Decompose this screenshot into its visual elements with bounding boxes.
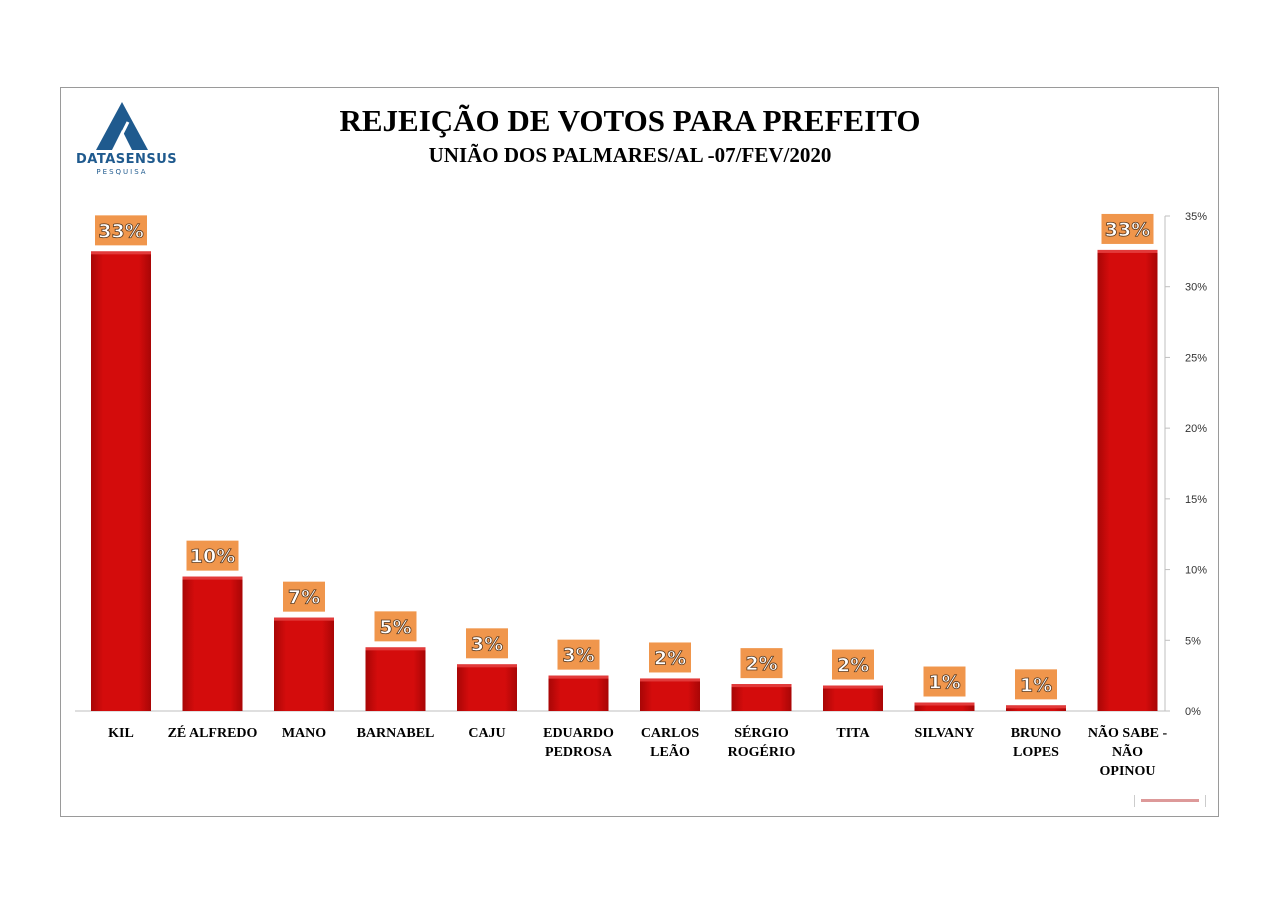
bar (914, 702, 975, 711)
bar-top-highlight (182, 576, 243, 580)
category-label: PEDROSA (545, 745, 613, 760)
y-tick-label: 25% (1185, 352, 1207, 364)
bar-top-highlight (640, 678, 700, 682)
bar-top-highlight (365, 647, 426, 651)
bar (1097, 249, 1158, 711)
data-label-box (186, 540, 239, 571)
data-label: 3% (471, 633, 503, 655)
bar-top-highlight (274, 617, 334, 621)
data-label: 2% (745, 653, 777, 675)
y-tick-label: 5% (1185, 635, 1201, 647)
data-label-box (1015, 669, 1057, 700)
category-label: SÉRGIO (734, 724, 789, 741)
data-label-box (740, 648, 783, 679)
category-label: BARNABEL (357, 726, 435, 741)
bar (548, 675, 609, 711)
category-label: TITA (836, 726, 870, 741)
bar-top-highlight (457, 664, 517, 668)
bar (91, 251, 151, 711)
bar (731, 684, 792, 711)
chart-subtitle: UNIÃO DOS PALMARES/AL -07/FEV/2020 (428, 143, 832, 167)
data-label-box (466, 628, 508, 659)
category-label: SILVANY (915, 726, 975, 741)
y-tick-label: 30% (1185, 282, 1207, 294)
category-label: CARLOS (641, 726, 700, 741)
data-label: 1% (1020, 674, 1052, 696)
data-label: 1% (928, 672, 960, 694)
bar (640, 678, 700, 711)
category-label: ROGÉRIO (728, 743, 796, 760)
data-label-box (649, 642, 691, 673)
bar-top-highlight (823, 685, 883, 689)
bar (274, 617, 334, 711)
category-label: LOPES (1013, 745, 1059, 760)
data-label: 33% (98, 220, 143, 242)
category-label: ZÉ ALFREDO (168, 724, 258, 741)
chart-title: REJEIÇÃO DE VOTOS PARA PREFEITO (339, 103, 921, 138)
bar-top-highlight (548, 675, 609, 679)
category-label: CAJU (468, 726, 505, 741)
logo-triangle-icon (96, 102, 148, 151)
bar-top-highlight (1097, 249, 1158, 253)
data-label-box (832, 649, 874, 680)
logo-tagline: PESQUISA (96, 168, 148, 176)
consultancy-watermark (1134, 795, 1206, 807)
bar (182, 576, 243, 711)
data-label-box (1101, 213, 1154, 244)
category-label: OPINOU (1100, 764, 1156, 779)
category-label: EDUARDO (543, 726, 614, 741)
y-tick-label: 0% (1185, 706, 1201, 718)
bar-top-highlight (731, 684, 792, 688)
bar (823, 685, 883, 711)
bar-top-highlight (91, 251, 151, 255)
category-label: KIL (108, 726, 134, 741)
data-label: 10% (190, 546, 235, 568)
category-label: NÃO (1112, 742, 1143, 760)
category-label: LEÃO (650, 742, 690, 760)
data-label: 5% (379, 616, 411, 638)
data-label: 2% (837, 655, 869, 677)
bar (365, 647, 426, 711)
data-label-box (283, 581, 325, 612)
y-tick-label: 20% (1185, 423, 1207, 435)
logo-name: DATASENSUS (76, 152, 178, 167)
data-label: 3% (562, 645, 594, 667)
data-label-box (95, 215, 147, 246)
data-label: 33% (1105, 219, 1150, 241)
datasensus-logo: DATASENSUS PESQUISA (76, 100, 178, 180)
y-tick-label: 35% (1185, 211, 1207, 223)
y-tick-label: 15% (1185, 494, 1207, 506)
category-label: BRUNO (1011, 726, 1062, 741)
bar-top-highlight (914, 702, 975, 706)
category-label: MANO (282, 726, 326, 741)
data-label-box (374, 611, 417, 642)
y-tick-label: 10% (1185, 565, 1207, 577)
data-label: 7% (288, 587, 320, 609)
data-label-box (923, 666, 966, 697)
bar-top-highlight (1006, 705, 1066, 709)
category-label: NÃO SABE - (1088, 723, 1168, 741)
data-label-box (557, 639, 600, 670)
bar (457, 664, 517, 711)
data-label: 2% (654, 647, 686, 669)
chart-frame (60, 87, 1219, 817)
